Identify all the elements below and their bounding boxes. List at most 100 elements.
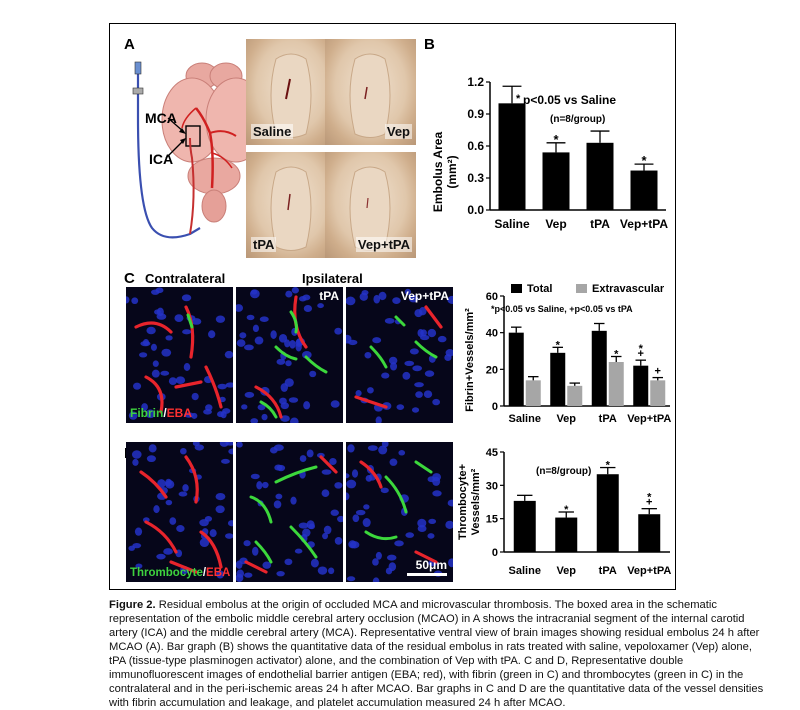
chart-c-ytick-label: 40 (486, 328, 498, 340)
nucleus (227, 520, 233, 527)
panel-a-label: A (124, 36, 135, 53)
nucleus (334, 537, 343, 545)
brain-photo-veptpa: Vep+tPA (325, 152, 416, 258)
nucleus (128, 545, 135, 551)
nucleus (146, 326, 156, 335)
nucleus (152, 360, 159, 367)
nucleus (437, 335, 447, 343)
nucleus (205, 404, 213, 412)
legend-extravascular: Extravascular (592, 283, 665, 295)
header-contralateral: Contralateral (145, 271, 226, 286)
nucleus (182, 484, 189, 492)
nucleus (131, 450, 142, 459)
vessel (184, 455, 199, 504)
chart-d-ytick-label: 15 (486, 514, 498, 526)
chart-d-annotation: (n=8/group) (536, 466, 591, 477)
nucleus (160, 370, 170, 376)
chart-c-ytick-label: 60 (486, 291, 498, 303)
nucleus (362, 518, 371, 528)
nucleus (411, 407, 420, 413)
vessel (319, 455, 338, 474)
nucleus (302, 528, 311, 537)
nucleus (183, 363, 191, 371)
nucleus (216, 570, 225, 579)
nucleus (133, 382, 142, 390)
nucleus (132, 543, 142, 549)
vessel (359, 460, 383, 489)
nucleus (236, 573, 244, 582)
nucleus (290, 417, 299, 423)
legend-swatch-extravascular (576, 284, 587, 293)
nucleus (165, 478, 172, 487)
micrograph-c-veptpa: Vep+tPA (346, 287, 453, 423)
chart-b-category-label: Saline (494, 217, 530, 231)
nucleus (381, 372, 390, 379)
chart-c-category-label: Vep (556, 413, 576, 425)
nucleus (299, 455, 307, 463)
nucleus (417, 518, 427, 528)
nucleus (176, 525, 185, 533)
nucleus (386, 554, 397, 561)
nucleus (375, 551, 382, 560)
chart-c-ytick-label: 0 (492, 401, 498, 413)
chart-b-bar (542, 152, 570, 210)
nucleus (246, 314, 255, 321)
nucleus (261, 481, 269, 489)
nucleus (182, 329, 192, 335)
micrograph-canvas (346, 442, 453, 582)
nucleus (244, 572, 253, 578)
nucleus (280, 402, 289, 410)
nucleus (447, 295, 453, 304)
nucleus (408, 294, 419, 303)
ica-label: ICA (149, 151, 174, 167)
nucleus (252, 324, 259, 333)
chart-b-category-label: tPA (590, 217, 610, 231)
nucleus (347, 444, 355, 453)
vessel (169, 560, 198, 574)
figure-caption: Figure 2. Residual embolus at the origin… (109, 598, 769, 710)
green-signal (289, 525, 318, 559)
caption-title: Figure 2. (109, 599, 156, 611)
chart-d-category-label: Saline (509, 565, 541, 577)
vessel (144, 375, 164, 414)
nucleus (284, 378, 294, 387)
nucleus (126, 296, 130, 304)
nucleus (165, 335, 173, 341)
chart-b-bar (630, 170, 658, 210)
nucleus (280, 415, 290, 422)
nucleus (427, 533, 435, 539)
nucleus (151, 369, 160, 378)
chart-c-bar (633, 365, 649, 406)
nucleus (220, 410, 227, 419)
nucleus (404, 360, 415, 367)
chart-d-bar (596, 474, 619, 552)
nucleus (140, 340, 151, 347)
chart-b-ytick-label: 0.9 (467, 107, 484, 121)
vessel (134, 321, 173, 334)
nucleus (228, 448, 233, 455)
vessel (424, 305, 443, 329)
nucleus (317, 303, 324, 309)
chart-b-ytick-label: 0.3 (467, 171, 484, 185)
chart-c-significance-mark: * (614, 349, 619, 361)
chart-c-annotation: *p<0.05 vs Saline, +p<0.05 vs tPA (491, 304, 633, 314)
nucleus (378, 445, 388, 455)
nucleus (346, 296, 356, 306)
chart-b-category-label: Vep+tPA (620, 217, 668, 231)
nucleus (208, 330, 216, 339)
green-signal (274, 345, 298, 361)
header-ipsilateral: Ipsilateral (302, 271, 363, 286)
nucleus (346, 334, 352, 344)
nucleus (327, 567, 335, 575)
nucleus (405, 532, 415, 538)
nucleus (204, 516, 213, 522)
nucleus (174, 314, 184, 322)
micrograph-canvas (236, 287, 343, 423)
chart-d-category-label: Vep (556, 565, 576, 577)
nucleus (209, 529, 217, 538)
nucleus (215, 492, 226, 501)
chart-d-significance-mark: * (606, 460, 611, 472)
nucleus (224, 350, 233, 359)
nucleus (275, 493, 283, 500)
nucleus (276, 358, 286, 365)
